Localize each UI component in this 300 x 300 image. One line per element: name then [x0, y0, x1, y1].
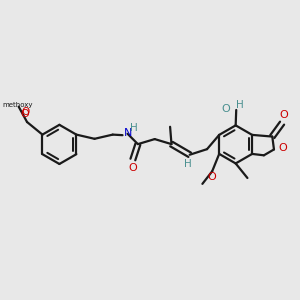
Text: H: H [130, 123, 138, 133]
Text: H: H [184, 159, 192, 169]
Text: O: O [22, 107, 30, 117]
Text: N: N [124, 128, 132, 138]
Text: O: O [128, 163, 137, 173]
Text: O: O [278, 143, 287, 153]
Text: O: O [20, 109, 29, 119]
Text: H: H [236, 100, 244, 110]
Text: O: O [221, 104, 230, 114]
Text: O: O [208, 172, 217, 182]
Text: O: O [279, 110, 288, 120]
Text: methoxy: methoxy [2, 102, 32, 108]
